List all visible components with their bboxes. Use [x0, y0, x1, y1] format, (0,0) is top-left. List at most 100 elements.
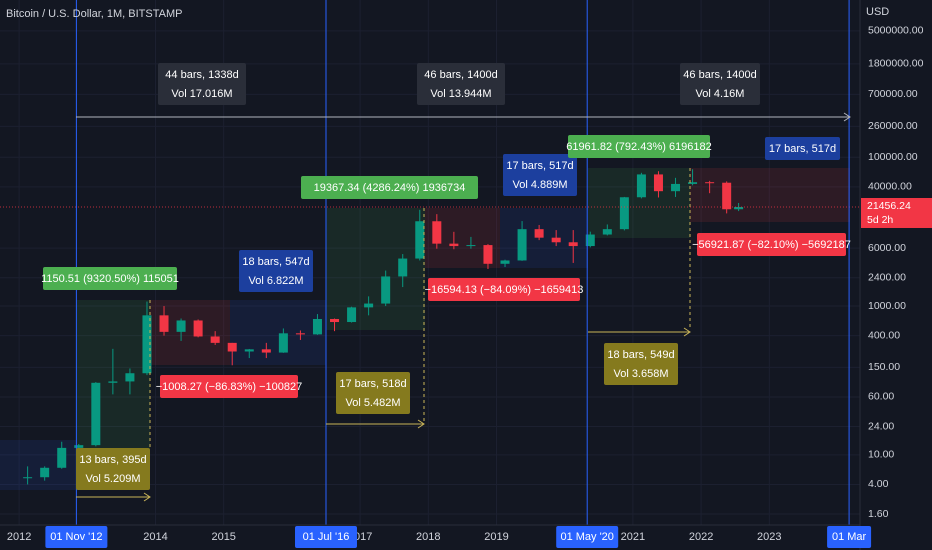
candle-body [108, 381, 118, 383]
annotation-box [158, 63, 246, 105]
candle-body [91, 382, 101, 446]
y-tick-label: 100000.00 [868, 151, 918, 163]
y-tick-label: 400.00 [868, 329, 900, 341]
y-tick-label: 6000.00 [868, 242, 906, 254]
annotation-box [765, 137, 840, 160]
annotation-box [301, 176, 478, 199]
annotation-box [428, 278, 580, 301]
annotation-text: 19367.34 (4286.24%) 1936734 [314, 182, 466, 194]
candle-body [671, 183, 681, 192]
x-tick-label: 2023 [757, 531, 781, 543]
candle-body [517, 229, 527, 261]
y-tick-label: 2400.00 [868, 272, 906, 284]
annotation-text: −1008.27 (−86.83%) −100827 [156, 381, 303, 393]
annotation-box [239, 250, 313, 292]
y-axis-label: USD [866, 6, 889, 18]
arrow-head [843, 112, 851, 122]
annotation-text: 18 bars, 547d [242, 256, 309, 268]
candle-body [381, 276, 391, 304]
candle-body [705, 182, 715, 184]
y-tick-label: 5000000.00 [868, 25, 924, 37]
candle-body [210, 336, 220, 343]
annotation-text: Vol 13.944M [430, 88, 491, 100]
annotation-text: 17 bars, 517d [506, 160, 573, 172]
x-tick-label: 2015 [211, 531, 235, 543]
annotation-text: 13 bars, 395d [79, 454, 146, 466]
candle-body [193, 320, 203, 337]
arrow-head [683, 327, 691, 337]
annotation-text: 18 bars, 549d [607, 349, 674, 361]
y-tick-label: 260000.00 [868, 120, 918, 132]
date-marker-tag [556, 526, 619, 548]
candle-body [585, 234, 595, 247]
candle-body [176, 320, 186, 332]
annotation-text: 61961.82 (792.43%) 6196182 [566, 141, 712, 153]
candle-body [74, 445, 84, 448]
annotation-text: Vol 4.889M [512, 179, 567, 191]
annotation-text: 46 bars, 1400d [424, 69, 497, 81]
candle-body [415, 221, 425, 259]
date-marker-label: 01 Mar [832, 531, 867, 543]
candle-body [653, 174, 663, 192]
candle-body [347, 307, 357, 323]
candle-body [449, 243, 459, 247]
annotation-box [680, 63, 760, 105]
y-tick-label: 10.00 [868, 449, 894, 461]
y-tick-label: 1800000.00 [868, 58, 924, 70]
annotation-box [160, 375, 298, 398]
candle-body [40, 467, 50, 478]
x-tick-label: 2022 [689, 531, 713, 543]
x-tick-label: 2018 [416, 531, 440, 543]
last-price-label: 21456.24 [867, 200, 911, 212]
annotation-text: 17 bars, 517d [769, 143, 836, 155]
annotation-box [503, 154, 577, 196]
candle-body [619, 197, 629, 230]
date-marker-label: 01 Nov '12 [50, 531, 102, 543]
candle-body [568, 242, 578, 247]
x-tick-label: 2012 [7, 531, 31, 543]
plot-area [0, 0, 860, 525]
y-tick-label: 1.60 [868, 508, 889, 520]
last-price-tag [861, 197, 932, 228]
candle-body [244, 349, 254, 352]
date-marker-tag [45, 526, 108, 548]
range-shade [500, 208, 588, 268]
annotation-text: Vol 3.658M [613, 368, 668, 380]
y-tick-label: 1000.00 [868, 300, 906, 312]
countdown-label: 5d 2h [867, 214, 893, 226]
y-tick-label: 4.00 [868, 478, 889, 490]
y-tick-label: 700000.00 [868, 88, 918, 100]
candle-body [312, 318, 322, 335]
candle-body [551, 237, 561, 243]
candle-body [364, 303, 374, 308]
annotation-text: 17 bars, 518d [339, 378, 406, 390]
candle-body [722, 182, 732, 210]
x-tick-label: 2014 [143, 531, 167, 543]
chart-title: Bitcoin / U.S. Dollar, 1M, BITSTAMP [6, 8, 182, 20]
annotation-box [76, 448, 150, 490]
y-tick-label: 60.00 [868, 391, 894, 403]
candle-body [295, 333, 305, 335]
candle-body [398, 258, 408, 277]
y-tick-label: 150.00 [868, 361, 900, 373]
candle-body [142, 315, 152, 374]
annotation-text: Vol 4.16M [696, 88, 745, 100]
date-marker-tag [294, 526, 357, 548]
candle-body [57, 447, 67, 468]
date-marker-label: 01 May '20 [560, 531, 613, 543]
candle-body [432, 221, 442, 244]
candle-body [227, 342, 237, 352]
annotation-box [568, 135, 710, 158]
range-shade [690, 168, 850, 222]
candle-body [636, 174, 646, 198]
range-shade [230, 300, 326, 365]
annotation-text: −16594.13 (−84.09%) −1659413 [425, 284, 584, 296]
annotation-box [43, 267, 177, 290]
annotation-text: 1150.51 (9320.50%) 115051 [41, 273, 179, 285]
annotation-text: Vol 17.016M [171, 88, 232, 100]
candle-body [602, 229, 612, 235]
date-marker-tag [827, 526, 872, 548]
candle-body [500, 260, 510, 264]
y-tick-label: 40000.00 [868, 181, 912, 193]
